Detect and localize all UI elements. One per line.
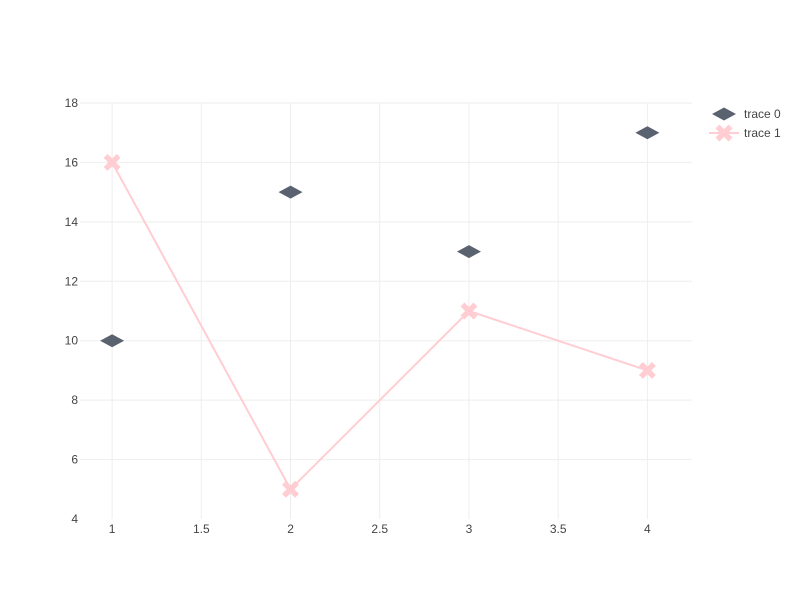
legend-x-icon xyxy=(715,124,733,142)
data-point-x xyxy=(282,480,299,498)
y-tick-label: 16 xyxy=(65,155,79,169)
y-tick-label: 4 xyxy=(71,512,78,526)
grid xyxy=(80,102,692,519)
data-point-x xyxy=(103,153,121,171)
data-point-diamond xyxy=(100,334,125,348)
y-tick-label: 12 xyxy=(65,274,79,288)
x-tick-label: 1 xyxy=(109,522,116,536)
legend-item[interactable]: trace 1 xyxy=(709,124,781,142)
legend-item[interactable]: trace 0 xyxy=(712,107,781,121)
y-tick-label: 10 xyxy=(65,334,79,348)
x-tick-label: 3 xyxy=(466,522,473,536)
data-point-diamond xyxy=(456,245,481,259)
data-point-diamond xyxy=(635,126,660,140)
legend-diamond-icon xyxy=(712,107,736,121)
legend[interactable]: trace 0 trace 1 xyxy=(709,107,781,142)
x-tick-label: 2.5 xyxy=(371,522,388,536)
series-line xyxy=(111,161,648,491)
data-point-x xyxy=(638,361,656,379)
legend-label: trace 0 xyxy=(744,107,781,121)
y-tick-label: 18 xyxy=(65,96,79,110)
axes: 1 1.5 2 2.5 3 3.5 4 4 6 8 10 12 14 16 18 xyxy=(65,96,651,536)
data-point-diamond xyxy=(278,185,303,199)
x-tick-label: 1.5 xyxy=(193,522,210,536)
series-trace-0 xyxy=(100,126,660,348)
x-tick-label: 3.5 xyxy=(550,522,567,536)
x-tick-label: 4 xyxy=(644,522,651,536)
data-point-x xyxy=(460,302,478,320)
x-tick-label: 2 xyxy=(287,522,294,536)
y-tick-label: 8 xyxy=(71,393,78,407)
y-tick-label: 14 xyxy=(65,215,79,229)
legend-label: trace 1 xyxy=(744,126,781,140)
series-trace-1 xyxy=(103,153,656,498)
plot-area xyxy=(100,126,660,498)
y-tick-label: 6 xyxy=(71,453,78,467)
